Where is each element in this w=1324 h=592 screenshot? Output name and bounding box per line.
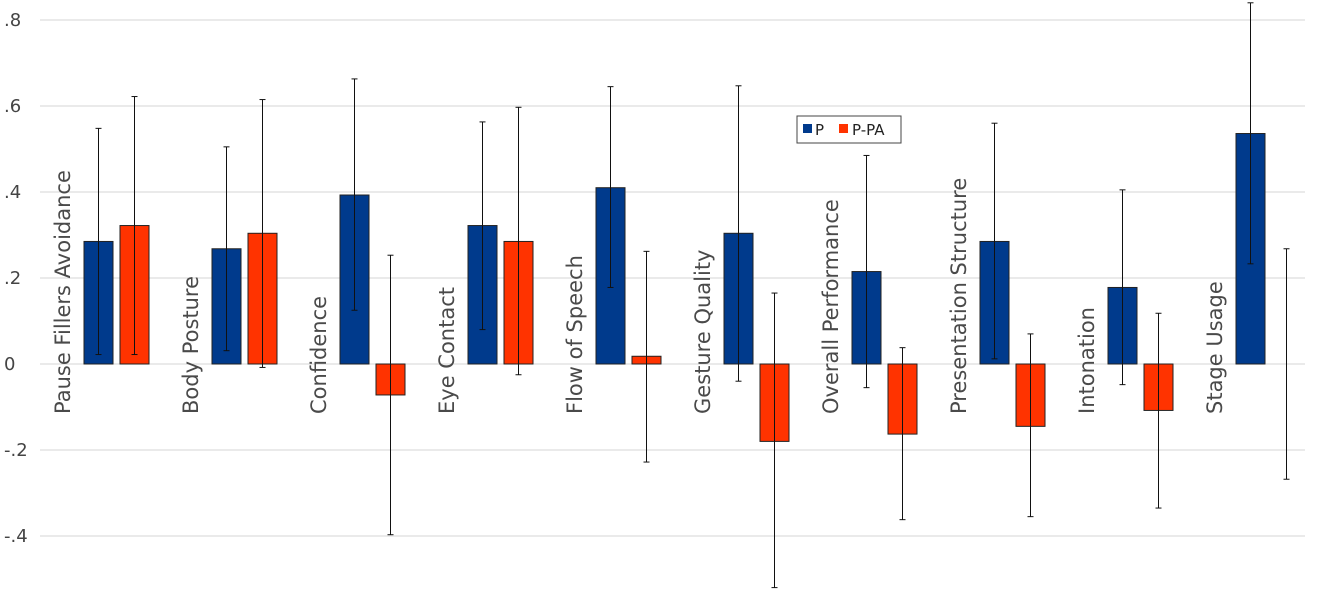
- legend-label-p-pa: P-PA: [852, 121, 885, 139]
- y-tick-label: -.4: [4, 526, 28, 547]
- category-label: Eye Contact: [435, 287, 459, 414]
- error-bar-p-pa-7: [1027, 333, 1034, 518]
- y-tick-label: .6: [4, 96, 21, 117]
- category-label: Pause Fillers Avoidance: [51, 170, 75, 414]
- category-label: Confidence: [307, 296, 331, 414]
- error-bar-p-pa-2: [387, 254, 394, 536]
- legend-swatch-p: [803, 124, 812, 133]
- error-bar-p-5: [735, 85, 742, 382]
- error-bar-p-4: [607, 86, 614, 288]
- error-bar-p-pa-1: [259, 99, 266, 368]
- category-label: Intonation: [1075, 307, 1099, 414]
- error-bars: [95, 2, 1290, 589]
- y-tick-label: 0: [4, 354, 15, 375]
- error-bar-p-0: [95, 127, 102, 356]
- error-bar-p-pa-6: [899, 347, 906, 521]
- y-tick-label: -.2: [4, 440, 28, 461]
- error-bar-p-1: [223, 146, 230, 352]
- category-label: Overall Performance: [819, 199, 843, 414]
- category-label: Body Posture: [179, 276, 203, 414]
- error-bar-p-3: [479, 121, 486, 331]
- error-bar-p-pa-4: [643, 250, 650, 463]
- error-bar-p-pa-9: [1283, 248, 1290, 480]
- y-tick-label: .8: [4, 10, 21, 31]
- error-bar-p-pa-0: [131, 96, 138, 356]
- legend: P P-PA: [796, 115, 902, 144]
- legend-swatch-p-pa: [839, 124, 848, 133]
- y-tick-label: .2: [4, 268, 21, 289]
- error-bar-p-pa-5: [771, 292, 778, 589]
- error-bar-p-8: [1119, 189, 1126, 386]
- error-bar-p-2: [351, 78, 358, 311]
- error-bar-p-pa-8: [1155, 312, 1162, 509]
- category-label: Stage Usage: [1203, 281, 1227, 414]
- error-bar-p-pa-3: [515, 106, 522, 376]
- category-label: Presentation Structure: [947, 178, 971, 414]
- y-tick-label: .4: [4, 182, 21, 203]
- error-bar-p-9: [1247, 2, 1254, 265]
- legend-label-p: P: [815, 121, 824, 139]
- category-labels: Pause Fillers Avoidance Body Posture Confi…: [51, 170, 1227, 414]
- legend-box: [796, 115, 902, 144]
- category-label: Gesture Quality: [691, 250, 715, 414]
- category-label: Flow of Speech: [563, 255, 587, 414]
- y-axis-ticks: -.4 -.2 0 .2 .4 .6 .8: [4, 10, 28, 547]
- error-bar-p-6: [863, 154, 870, 389]
- error-bar-p-7: [991, 122, 998, 360]
